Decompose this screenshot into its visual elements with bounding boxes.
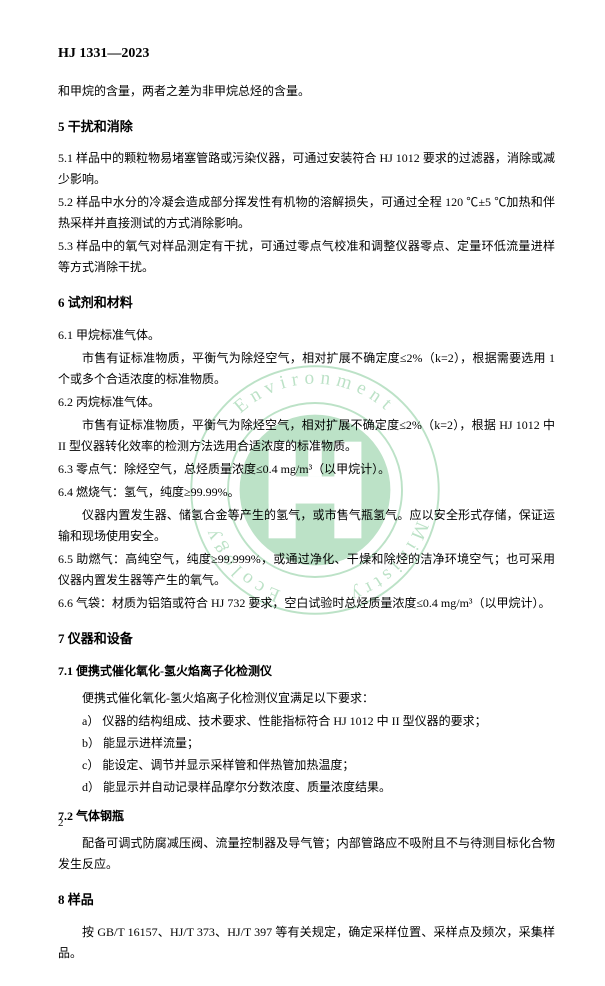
section-6-1-head: 6.1 甲烷标准气体。 — [58, 325, 555, 346]
section-6-1-body: 市售有证标准物质，平衡气为除烃空气，相对扩展不确定度≤2%（k=2），根据需要选… — [58, 348, 555, 390]
section-6-2-body: 市售有证标准物质，平衡气为除烃空气，相对扩展不确定度≤2%（k=2），根据 HJ… — [58, 415, 555, 457]
section-6-4-head: 6.4 燃烧气：氢气，纯度≥99.99%。 — [58, 482, 555, 503]
section-5-1: 5.1 样品中的颗粒物易堵塞管路或污染仪器，可通过安装符合 HJ 1012 要求… — [58, 148, 555, 190]
section-6-6: 6.6 气袋：材质为铝箔或符合 HJ 732 要求，空白试验时总烃质量浓度≤0.… — [58, 593, 555, 614]
section-8-heading: 8 样品 — [58, 889, 555, 912]
section-6-heading: 6 试剂和材料 — [58, 292, 555, 315]
page-number: 2 — [58, 814, 64, 833]
section-7-heading: 7 仪器和设备 — [58, 628, 555, 651]
document-page: HJ 1331—2023 和甲烷的含量，两者之差为非甲烷总烃的含量。 5 干扰和… — [0, 0, 605, 986]
section-7-2-heading: 7.2 气体钢瓶 — [58, 806, 555, 827]
section-6-4-body: 仪器内置发生器、储氢合金等产生的氢气，或市售气瓶氢气。应以安全形式存储，保证运输… — [58, 505, 555, 547]
intro-paragraph: 和甲烷的含量，两者之差为非甲烷总烃的含量。 — [58, 81, 555, 102]
document-id: HJ 1331—2023 — [58, 42, 555, 67]
section-7-1-a: a） 仪器的结构组成、技术要求、性能指标符合 HJ 1012 中 II 型仪器的… — [58, 711, 555, 732]
section-5-3: 5.3 样品中的氧气对样品测定有干扰，可通过零点气校准和调整仪器零点、定量环低流… — [58, 236, 555, 278]
section-7-1-intro: 便携式催化氧化-氢火焰离子化检测仪宜满足以下要求： — [58, 688, 555, 709]
section-7-1-b: b） 能显示进样流量； — [58, 733, 555, 754]
section-7-2-body: 配备可调式防腐减压阀、流量控制器及导气管；内部管路应不吸附且不与待测目标化合物发… — [58, 833, 555, 875]
section-5-heading: 5 干扰和消除 — [58, 116, 555, 139]
section-5-2: 5.2 样品中水分的冷凝会造成部分挥发性有机物的溶解损失，可通过全程 120 ℃… — [58, 192, 555, 234]
section-6-3: 6.3 零点气：除烃空气，总烃质量浓度≤0.4 mg/m³（以甲烷计）。 — [58, 459, 555, 480]
section-6-2-head: 6.2 丙烷标准气体。 — [58, 392, 555, 413]
section-7-1-heading: 7.1 便携式催化氧化-氢火焰离子化检测仪 — [58, 661, 555, 682]
section-8-body: 按 GB/T 16157、HJ/T 373、HJ/T 397 等有关规定，确定采… — [58, 922, 555, 964]
section-6-5: 6.5 助燃气：高纯空气，纯度≥99.999%，或通过净化、干燥和除烃的洁净环境… — [58, 549, 555, 591]
section-7-1-c: c） 能设定、调节并显示采样管和伴热管加热温度； — [58, 755, 555, 776]
section-7-1-d: d） 能显示并自动记录样品摩尔分数浓度、质量浓度结果。 — [58, 777, 555, 798]
